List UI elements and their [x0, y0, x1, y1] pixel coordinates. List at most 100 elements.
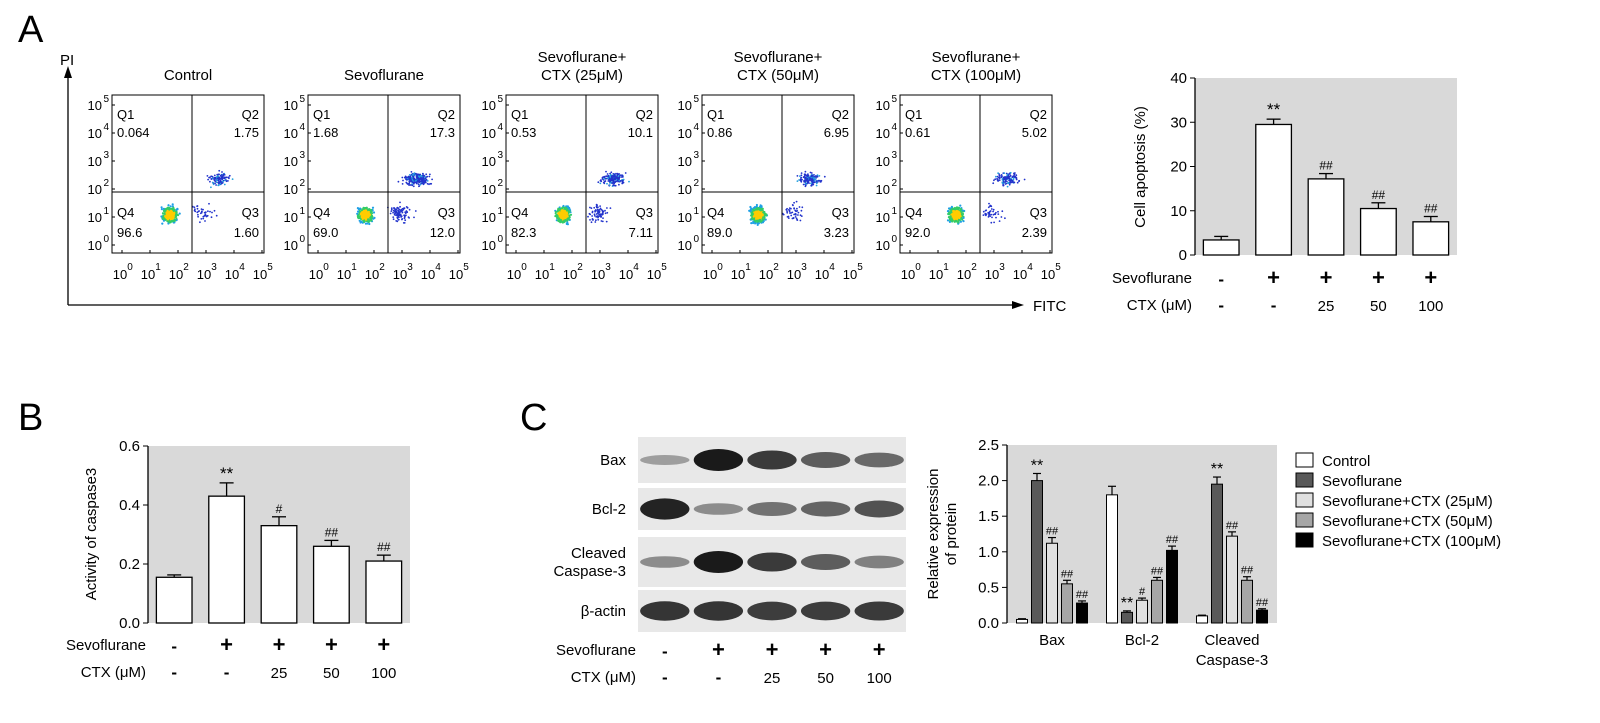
- x-tick-label: 10: [1041, 267, 1055, 282]
- flow-event-live: [364, 212, 368, 215]
- flow-event-early-apoptotic: [389, 212, 392, 215]
- flow-event-early-apoptotic: [595, 216, 598, 218]
- x-tick-label: 10: [815, 267, 829, 282]
- flow-event-live: [559, 218, 562, 221]
- flow-event-late-apoptotic: [800, 180, 803, 183]
- flow-event-late-apoptotic: [819, 181, 822, 183]
- caspase-significance-label: ##: [325, 525, 339, 539]
- q1-value: 0.86: [707, 125, 732, 140]
- q3-value: 12.0: [430, 225, 455, 240]
- flow-event-late-apoptotic: [411, 181, 414, 184]
- caspase-sevoflurane-sign: +: [377, 632, 390, 657]
- flow-event-live: [958, 216, 961, 219]
- flow-event-live: [750, 222, 753, 225]
- y-tick-label: 10: [876, 154, 890, 169]
- flow-plot-subtitle: CTX (100μM): [931, 67, 1021, 84]
- flow-event-late-apoptotic: [221, 178, 224, 181]
- flow-event-live: [360, 220, 363, 223]
- x-tick-exponent: 3: [999, 262, 1005, 273]
- flow-event-late-apoptotic: [1001, 175, 1003, 178]
- flow-event-early-apoptotic: [799, 214, 802, 217]
- flow-event-early-apoptotic: [790, 207, 792, 210]
- caspase-significance-label: **: [220, 464, 234, 483]
- x-tick-exponent: 1: [549, 262, 555, 273]
- flow-event-live: [959, 220, 963, 223]
- flow-event-late-apoptotic: [804, 179, 807, 182]
- flow-event-early-apoptotic: [396, 216, 399, 219]
- protein-bar: [1211, 483, 1223, 624]
- blot-band: [800, 554, 851, 570]
- q2-label: Q2: [242, 107, 259, 122]
- flow-event-live: [359, 207, 362, 210]
- flow-event-late-apoptotic: [426, 175, 429, 178]
- flow-event-live: [160, 206, 163, 209]
- flow-event-late-apoptotic: [614, 178, 616, 181]
- flow-event-live: [356, 212, 359, 215]
- flow-event-late-apoptotic: [804, 185, 807, 188]
- flow-event-live: [956, 210, 959, 213]
- flow-event-early-apoptotic: [215, 214, 218, 217]
- flow-event-early-apoptotic: [997, 210, 999, 213]
- flow-event-late-apoptotic: [430, 182, 433, 185]
- flow-event-live: [960, 211, 963, 214]
- flow-event-early-apoptotic: [796, 207, 798, 210]
- flow-event-early-apoptotic: [595, 213, 598, 215]
- q2-label: Q2: [832, 107, 849, 122]
- flow-event-live: [178, 212, 181, 215]
- x-tick-exponent: 5: [1055, 262, 1061, 273]
- caspase-ctx-value: -: [171, 663, 177, 682]
- apoptosis-bar: [1202, 239, 1240, 256]
- x-tick-label: 10: [141, 267, 155, 282]
- flow-event-early-apoptotic: [782, 213, 785, 216]
- y-tick-label: 10: [284, 238, 298, 253]
- flow-event-late-apoptotic: [213, 179, 216, 182]
- flow-event-late-apoptotic: [1008, 179, 1010, 182]
- flow-event-early-apoptotic: [602, 213, 604, 215]
- protein-bar: [1196, 615, 1208, 624]
- flow-event-late-apoptotic: [609, 174, 612, 176]
- protein-bar: [1106, 494, 1118, 624]
- flow-event-early-apoptotic: [401, 209, 404, 212]
- y-tick-exponent: 5: [891, 94, 897, 105]
- x-tick-exponent: 3: [211, 262, 217, 273]
- flow-event-early-apoptotic: [200, 208, 203, 211]
- x-tick-exponent: 3: [605, 262, 611, 273]
- flow-event-late-apoptotic: [993, 179, 995, 182]
- flow-event-late-apoptotic: [807, 180, 809, 183]
- pi-axis-arrow: [64, 66, 72, 78]
- flow-event-early-apoptotic: [597, 210, 600, 213]
- y-tick-exponent: 5: [497, 94, 503, 105]
- y-tick-exponent: 2: [103, 178, 109, 189]
- blot-band: [747, 552, 797, 572]
- caspase-y-axis-label: Activity of caspase3: [83, 468, 100, 601]
- q1-label: Q1: [117, 107, 134, 122]
- y-tick-label: 10: [678, 210, 692, 225]
- flow-event-late-apoptotic: [818, 175, 821, 177]
- flow-event-live: [370, 219, 373, 222]
- flow-event-late-apoptotic: [224, 179, 226, 182]
- flow-event-late-apoptotic: [413, 181, 416, 184]
- flow-event-early-apoptotic: [400, 215, 403, 218]
- flow-event-late-apoptotic: [424, 180, 427, 182]
- flow-event-early-apoptotic: [396, 214, 398, 217]
- protein-significance-label: ##: [1166, 534, 1179, 546]
- flow-event-early-apoptotic: [390, 210, 393, 213]
- legend-label: Sevoflurane+CTX (25μM): [1322, 493, 1493, 510]
- flow-event-late-apoptotic: [402, 179, 404, 182]
- blot-ctx-value: 100: [867, 670, 892, 687]
- flow-event-early-apoptotic: [598, 213, 601, 216]
- x-tick-label: 10: [225, 267, 239, 282]
- flow-event-late-apoptotic: [222, 177, 225, 179]
- flow-event-late-apoptotic: [1014, 172, 1016, 174]
- flow-event-late-apoptotic: [601, 176, 604, 179]
- protein-y-tick-label: 1.0: [978, 544, 999, 561]
- flow-event-late-apoptotic: [823, 175, 826, 178]
- apoptosis-significance-label: **: [1267, 100, 1281, 119]
- flow-event-early-apoptotic: [989, 210, 992, 212]
- flow-event-early-apoptotic: [205, 215, 208, 218]
- protein-y-axis-label: Relative expression: [925, 469, 942, 600]
- flow-event-late-apoptotic: [622, 178, 625, 181]
- x-tick-exponent: 1: [943, 262, 949, 273]
- flow-event-early-apoptotic: [209, 210, 211, 213]
- flow-event-late-apoptotic: [998, 179, 1001, 182]
